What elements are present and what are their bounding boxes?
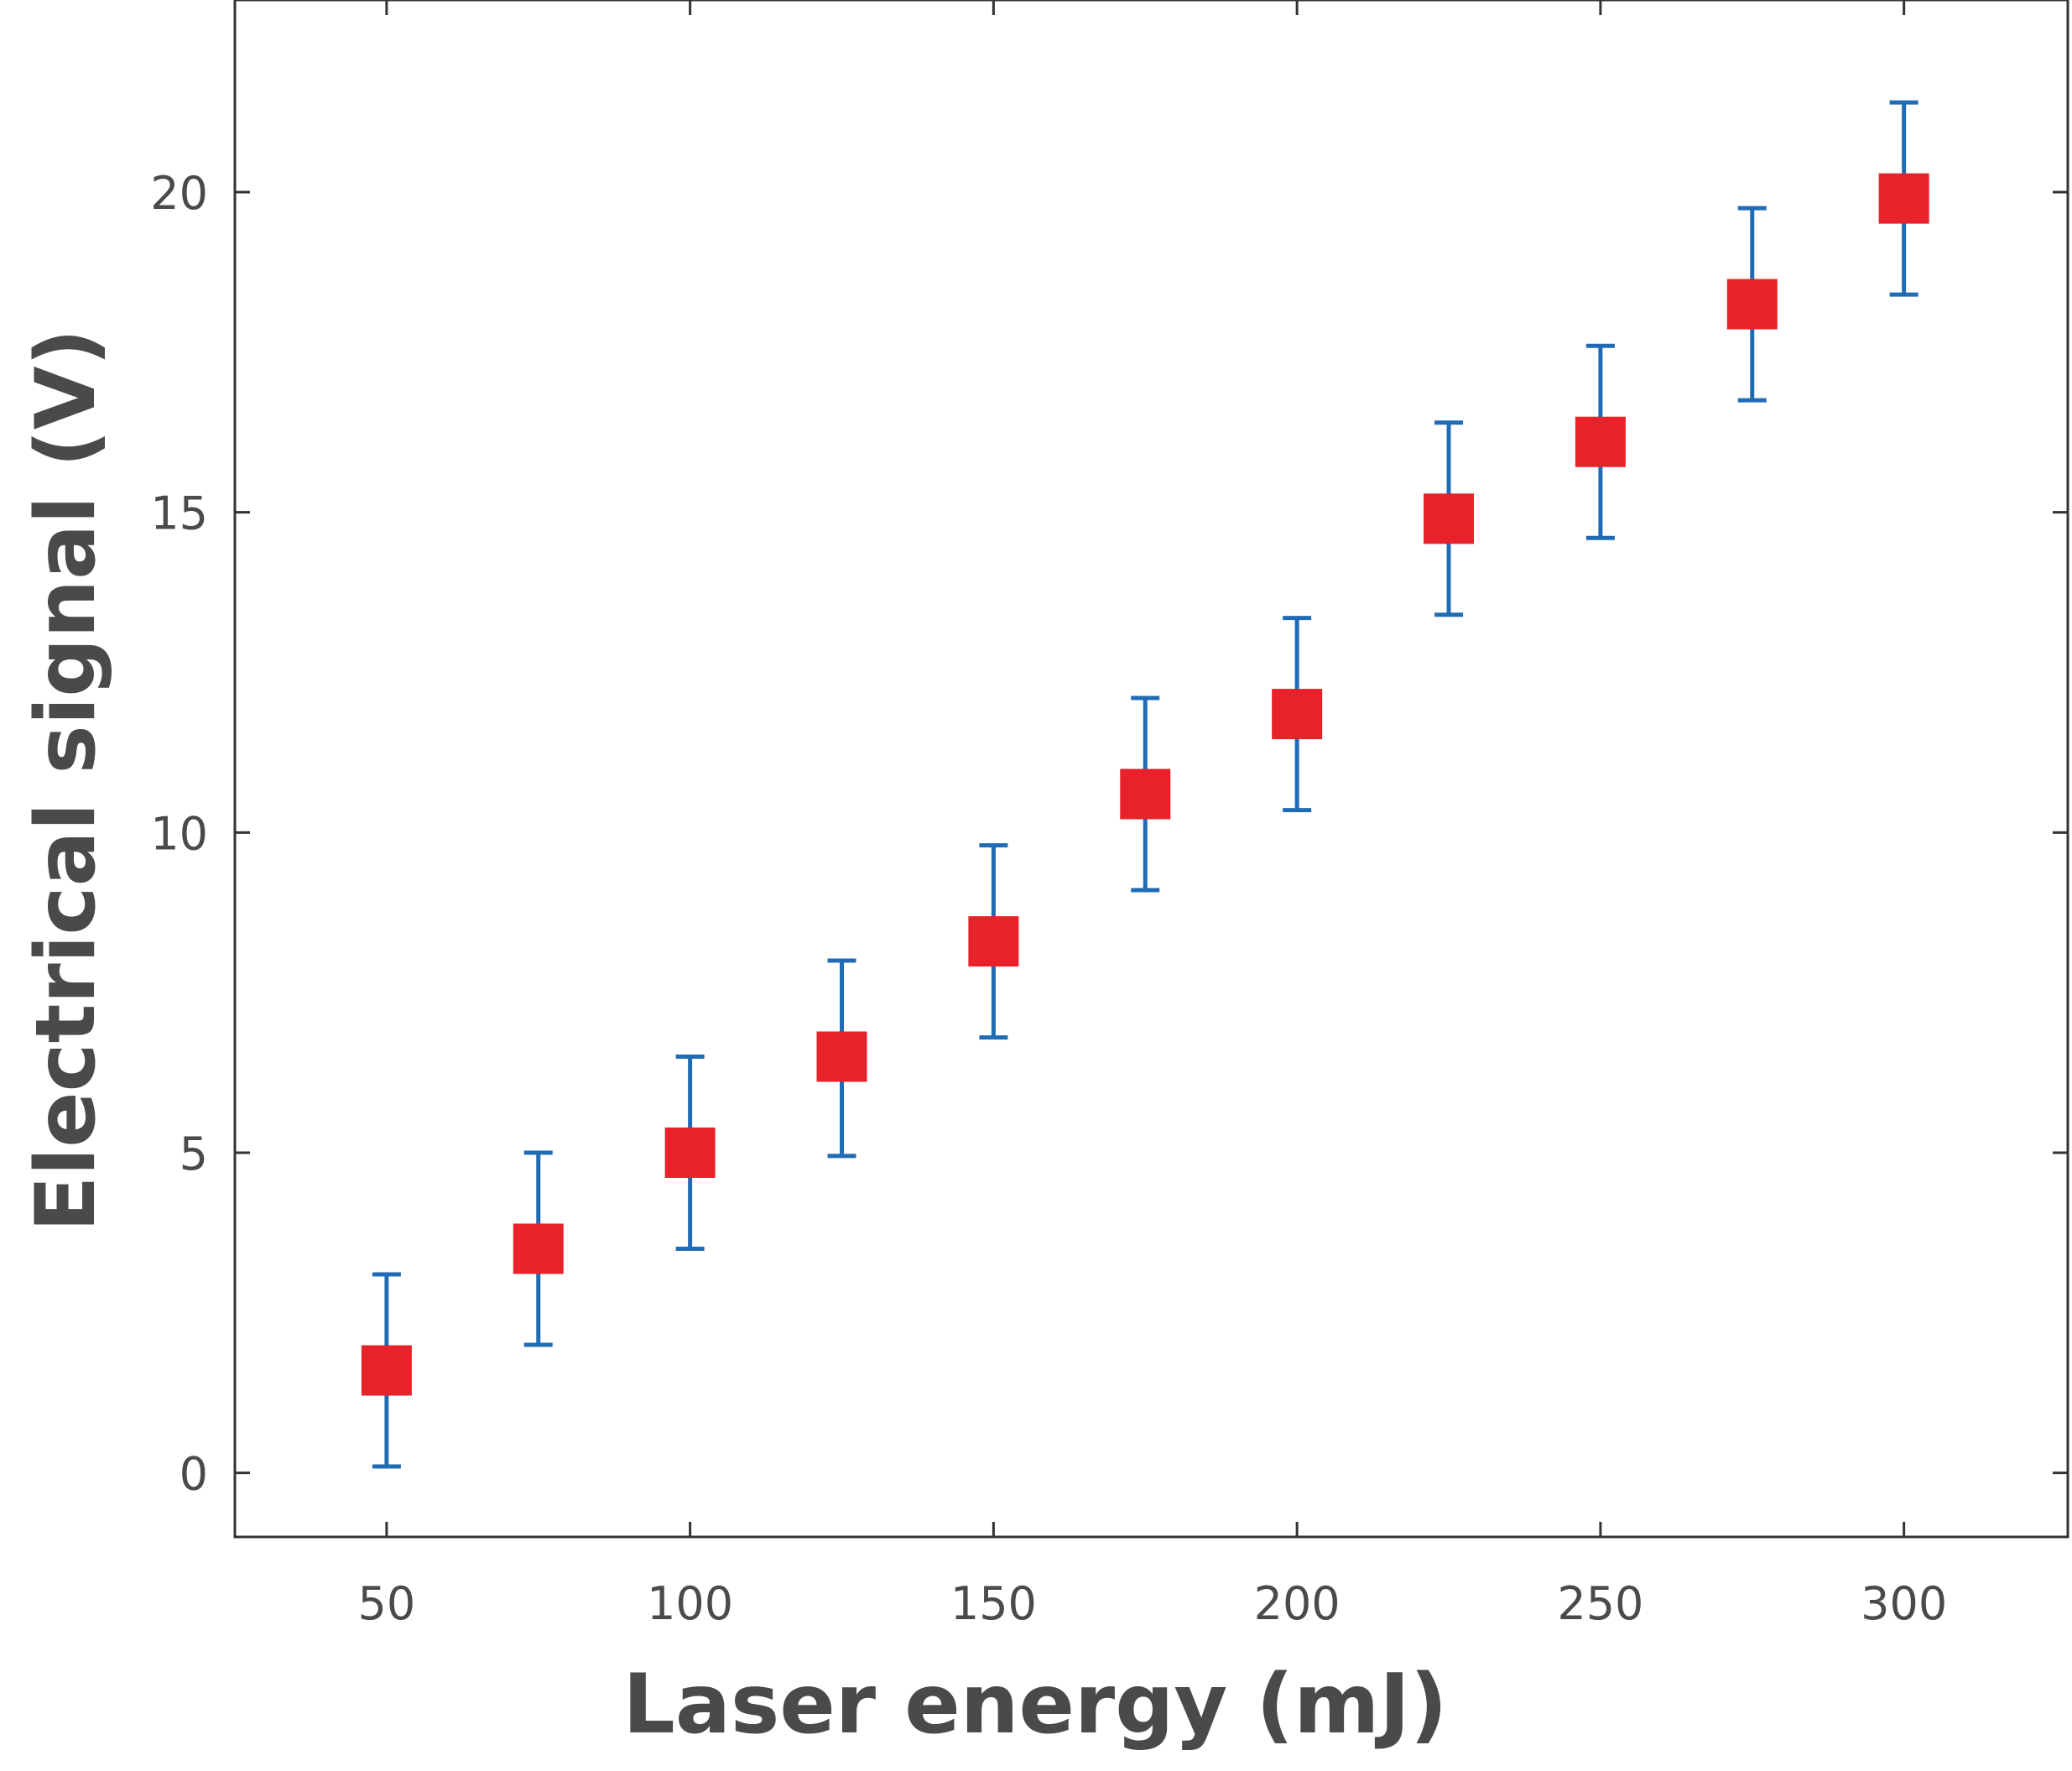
data-point-marker xyxy=(1272,689,1323,740)
y-tick-label: 5 xyxy=(180,1128,208,1180)
markers-layer xyxy=(361,173,1929,1396)
data-point-marker xyxy=(361,1345,412,1396)
data-point-marker xyxy=(1726,279,1778,330)
x-axis-title: Laser energy (mJ) xyxy=(622,1657,1447,1753)
ticks-layer xyxy=(235,0,2068,1537)
y-axis-title: Electrical signal (V) xyxy=(18,329,114,1232)
data-point-marker xyxy=(968,916,1019,967)
data-point-marker xyxy=(1424,493,1475,544)
x-tick-label: 150 xyxy=(950,1577,1037,1630)
y-tick-label: 0 xyxy=(180,1448,208,1501)
y-tick-label: 10 xyxy=(150,807,208,860)
data-point-marker xyxy=(816,1031,867,1082)
y-tick-label: 15 xyxy=(150,487,208,540)
plot-frame xyxy=(233,0,2069,1539)
x-tick-label: 100 xyxy=(647,1577,733,1630)
data-point-marker xyxy=(1120,768,1171,820)
data-point-marker xyxy=(1878,173,1929,224)
data-point-marker xyxy=(664,1128,716,1178)
x-tick-label: 50 xyxy=(358,1577,416,1630)
y-tick-label: 20 xyxy=(150,167,208,220)
data-point-marker xyxy=(1575,416,1626,467)
x-tick-label: 200 xyxy=(1254,1577,1341,1630)
x-tick-label: 300 xyxy=(1861,1577,1947,1630)
data-point-marker xyxy=(513,1223,564,1274)
tick-labels-layer: 50 100 150 200 250 300 0 5 10 15 20 xyxy=(150,167,1947,1630)
x-tick-label: 250 xyxy=(1557,1577,1643,1630)
